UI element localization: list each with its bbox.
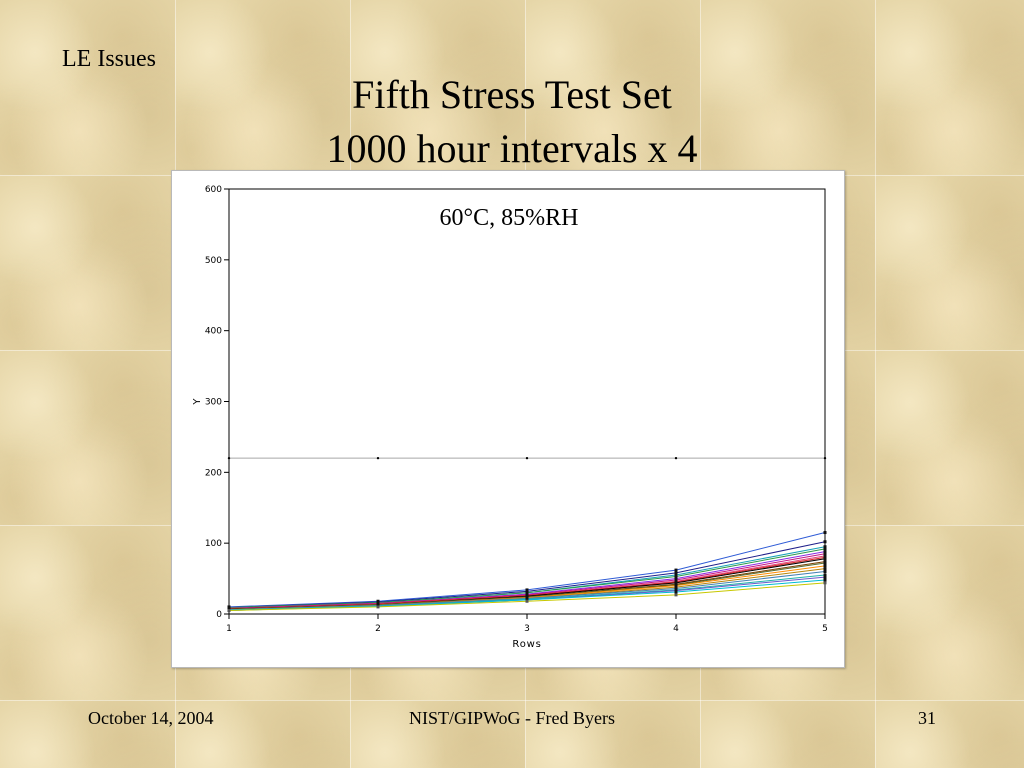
series-point (823, 550, 827, 554)
series-point (823, 547, 827, 551)
plot-area (228, 188, 826, 615)
y-tick-label: 200 (205, 468, 222, 478)
series-point (823, 578, 827, 582)
series-point (376, 605, 380, 609)
reference-point (227, 456, 231, 460)
x-tick-label: 1 (226, 624, 232, 634)
series-point (674, 590, 678, 594)
y-tick-label: 0 (216, 610, 222, 620)
y-tick-label: 300 (205, 398, 222, 408)
line-chart: 0 100 200 300 400 500 600 1 2 3 4 5 Rows Y 60°C, 85%RH (192, 185, 828, 650)
series-point (525, 599, 529, 603)
x-tick-label: 2 (375, 624, 381, 634)
series-point (823, 552, 827, 556)
series-point (674, 568, 678, 572)
series-point (823, 540, 827, 544)
x-tick-label: 5 (822, 624, 828, 634)
y-tick-label: 100 (205, 539, 222, 549)
slide-title-line-1: Fifth Stress Test Set (352, 72, 672, 117)
slide-title-line-2: 1000 hour intervals x 4 (326, 126, 698, 171)
x-axis-label: Rows (512, 639, 541, 650)
reference-point (823, 456, 827, 460)
series-point (823, 567, 827, 571)
reference-point (525, 456, 529, 460)
chart-panel: 0 100 200 300 400 500 600 1 2 3 4 5 Rows Y 60°C, 85%RH (171, 170, 845, 668)
series-point (823, 573, 827, 577)
x-tick-label: 4 (673, 624, 679, 634)
series-point (823, 575, 827, 579)
series-point (674, 574, 678, 578)
reference-point (376, 456, 380, 460)
series-point (823, 531, 827, 535)
series-point (674, 593, 678, 597)
y-tick-label: 500 (205, 256, 222, 266)
series-point (227, 608, 231, 612)
series-point (674, 571, 678, 575)
reference-point (674, 456, 678, 460)
page-number: 31 (918, 708, 936, 728)
slide-title: Fifth Stress Test Set 1000 hour interval… (0, 68, 1024, 176)
series-point (823, 581, 827, 585)
series-point (823, 561, 827, 565)
x-tick-label: 3 (524, 624, 530, 634)
chart-annotation: 60°C, 85%RH (440, 205, 579, 231)
footer-date: October 14, 2004 (88, 708, 214, 728)
y-tick-label: 600 (205, 185, 222, 195)
section-label: LE Issues (62, 46, 156, 72)
series-point (823, 545, 827, 549)
series-point (823, 564, 827, 568)
series-point (823, 570, 827, 573)
y-tick-label: 400 (205, 327, 222, 337)
y-axis-label: Y (192, 398, 203, 406)
series-point (823, 557, 827, 561)
footer-presenter: NIST/GIPWoG - Fred Byers (408, 708, 616, 728)
